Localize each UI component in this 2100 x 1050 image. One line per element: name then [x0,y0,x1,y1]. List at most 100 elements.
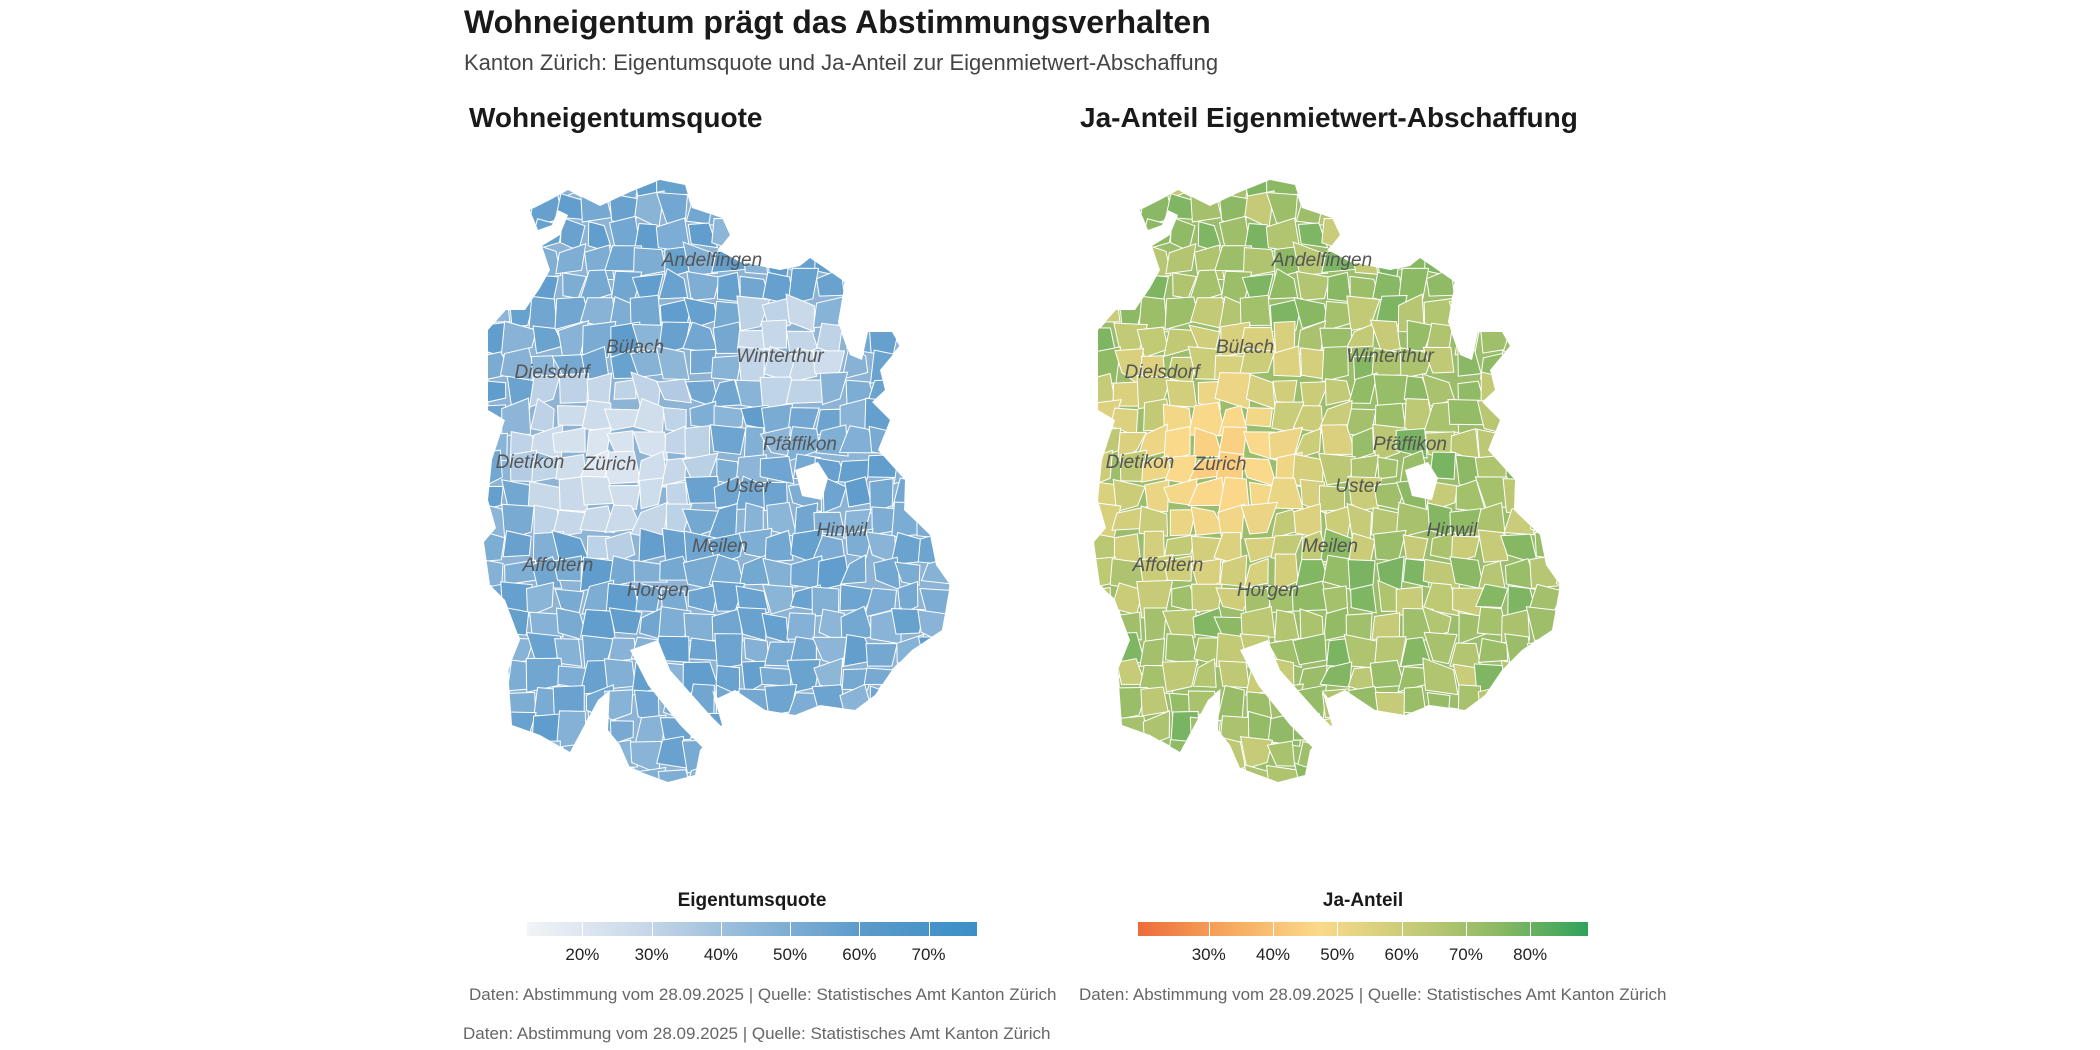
legend-tick-label: 70% [1448,945,1483,964]
municipality-cell [556,710,587,748]
lake-shape [1240,462,1438,782]
municipality-cell [925,195,947,222]
municipality-cell [944,529,950,565]
municipality-cell [657,791,687,826]
municipality-cell [1085,790,1119,822]
municipality-cell [638,477,665,510]
municipality-cell [760,319,787,349]
municipality-cell [1555,555,1560,591]
municipality-cell [1501,180,1533,202]
municipality-cell [1432,180,1458,200]
district-label-11: Horgen [627,580,689,601]
municipality-cell [762,557,799,589]
municipality-cell [558,372,590,404]
legend-tick-mark [790,922,792,936]
municipality-cell [893,455,927,485]
municipality-cell [1161,772,1199,782]
municipality-cell [1529,710,1560,747]
municipality-cell [1449,790,1477,824]
municipality-cell [1531,180,1560,197]
bottom-caption: Daten: Abstimmung vom 28.09.2025 | Quell… [463,1024,1051,1043]
municipality-cell [1501,788,1530,820]
municipality-cell [1402,558,1430,588]
municipality-cell [1476,428,1511,459]
municipality-cell [1243,557,1269,589]
municipality-cell [865,222,902,247]
municipality-cell [941,503,950,539]
municipality-cell [891,398,920,431]
municipality-cell [1397,795,1430,816]
municipality-cell [917,709,950,747]
municipality-cell [1167,739,1201,770]
municipality-cell [865,643,898,667]
municipality-cell [502,790,533,820]
municipality-cell [484,270,512,305]
municipality-cell [759,455,795,485]
municipality-cell [1273,345,1302,377]
municipality-cell [1554,605,1560,642]
municipality-cell [1296,270,1331,302]
municipality-cell [815,713,847,740]
municipality-cell [843,267,873,300]
legend-tick-mark [720,922,722,936]
municipality-cell [579,505,616,534]
municipality-cell [1556,504,1560,537]
municipality-cell [869,685,901,723]
municipality-cell [556,793,586,824]
municipality-cell [484,293,511,323]
municipality-cell [1555,477,1560,514]
municipality-cell [1503,192,1533,229]
municipality-cell [1318,767,1347,782]
municipality-cell [1526,638,1557,669]
municipality-cell [946,659,950,693]
municipality-cell [1527,450,1557,485]
municipality-cell [1527,380,1560,402]
legend-tick-mark [1273,922,1274,936]
municipality-cell [794,746,824,772]
municipality-cell [840,296,877,325]
municipality-cell [945,638,950,665]
municipality-cell [484,197,508,220]
municipality-cell [1400,735,1434,770]
municipality-cell [759,666,793,687]
municipality-cell [893,295,928,326]
municipality-cell [504,246,538,277]
legend-tick-label: 60% [842,945,877,964]
municipality-cell [1422,657,1459,696]
municipality-cell [713,405,744,432]
municipality-cell [1215,769,1251,782]
municipality-cell [1482,762,1510,782]
municipality-cell [633,559,668,583]
district-label-4: Dietikon [496,452,565,473]
municipality-cell [636,790,663,826]
municipality-cell [1245,793,1269,826]
municipality-cell [868,718,901,742]
municipality-cell [500,320,538,357]
municipality-cell [740,180,768,200]
municipality-cell [555,243,587,275]
municipality-cell [1094,637,1119,666]
municipality-cell [484,180,505,200]
municipality-cell [1171,788,1193,823]
municipality-cell [918,666,950,696]
municipality-cell [1188,742,1218,768]
municipality-cell [1424,739,1455,773]
municipality-cell [604,531,636,566]
legend-tick-label: 70% [911,945,946,964]
municipality-cell [708,180,741,201]
municipality-cell [687,583,720,614]
legend-tick-mark [582,922,584,936]
municipality-cell [1530,478,1556,515]
legend-tick-label: 50% [773,945,808,964]
municipality-cell [1197,381,1221,410]
municipality-cell [552,427,586,453]
municipality-cell [502,762,539,782]
municipality-cell [1094,223,1119,245]
municipality-cell [899,329,927,355]
municipality-cell [1480,790,1510,825]
municipality-cell [586,767,611,782]
municipality-cell [916,272,950,302]
municipality-cell [1161,660,1199,693]
municipality-cell [892,684,924,719]
municipality-cell [1189,794,1224,820]
